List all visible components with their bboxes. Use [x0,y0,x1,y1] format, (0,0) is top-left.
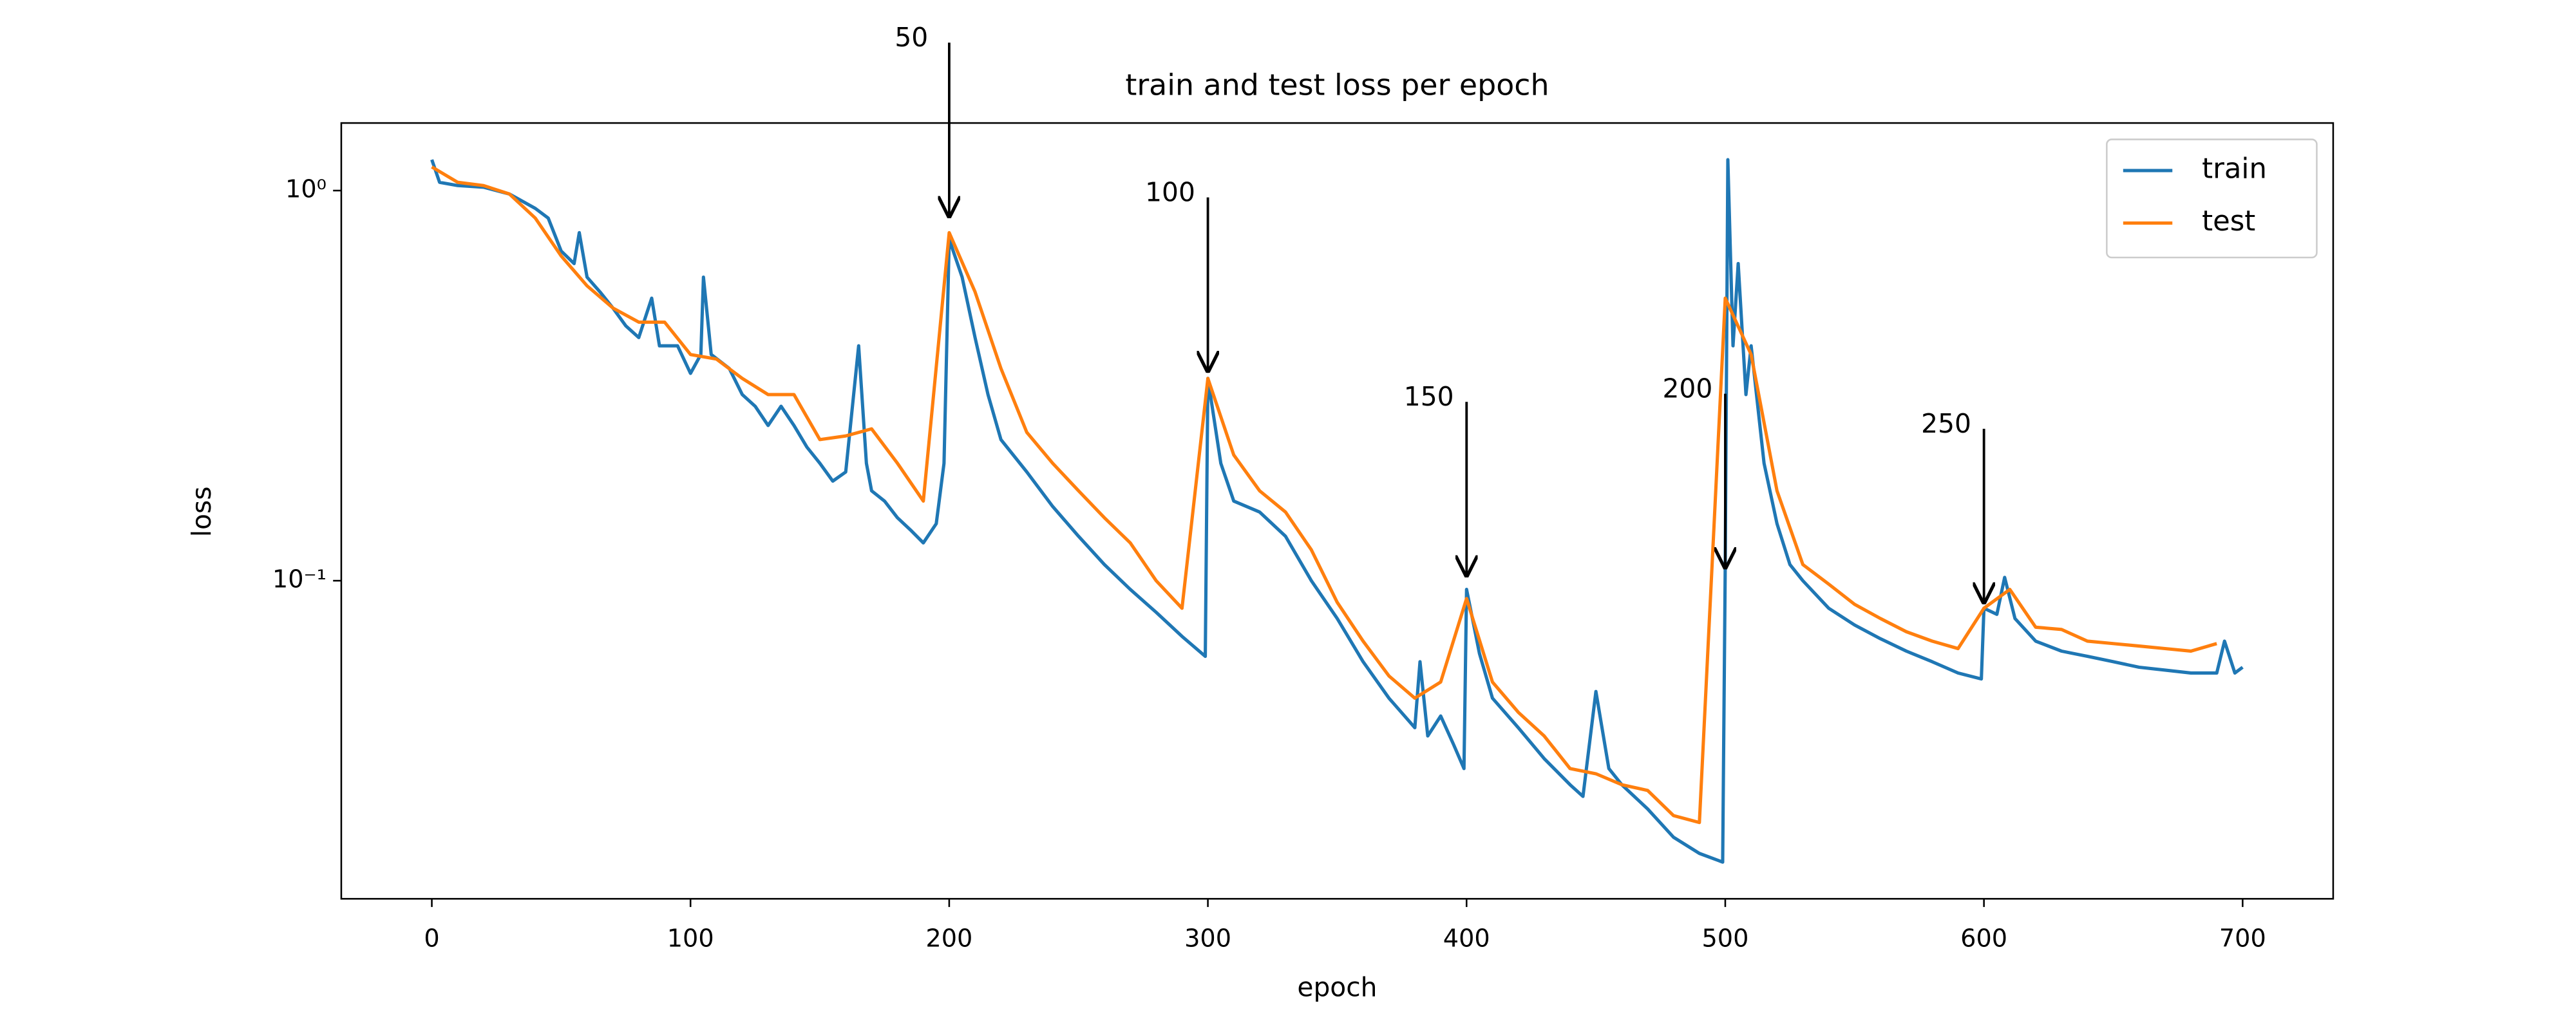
y-tick-label: 10⁻¹ [272,566,327,594]
y-axis-label: loss [186,487,217,538]
x-tick-label: 500 [1702,924,1749,953]
annotation-text: 150 [1404,381,1454,412]
annotation-text: 100 [1145,176,1195,207]
x-tick-label: 600 [1960,924,2007,953]
annotation-text: 50 [895,22,928,53]
legend-label: test [2202,205,2255,238]
annotation-text: 200 [1662,373,1712,404]
plot-frame [340,122,2334,900]
x-axis-label: epoch [1297,971,1377,1002]
legend-label: train [2202,153,2267,185]
x-tick-label: 0 [424,924,439,953]
x-tick-label: 700 [2219,924,2266,953]
x-tick-label: 400 [1443,924,1490,953]
annotation-text: 250 [1921,408,1971,439]
line-series [430,158,2244,864]
line-series [431,165,2217,825]
x-tick-label: 300 [1184,924,1231,953]
x-tick-label: 100 [667,924,714,953]
chart-title: train and test loss per epoch [1125,68,1549,102]
x-tick-label: 200 [925,924,972,953]
y-tick-label: 10⁰ [285,176,327,204]
